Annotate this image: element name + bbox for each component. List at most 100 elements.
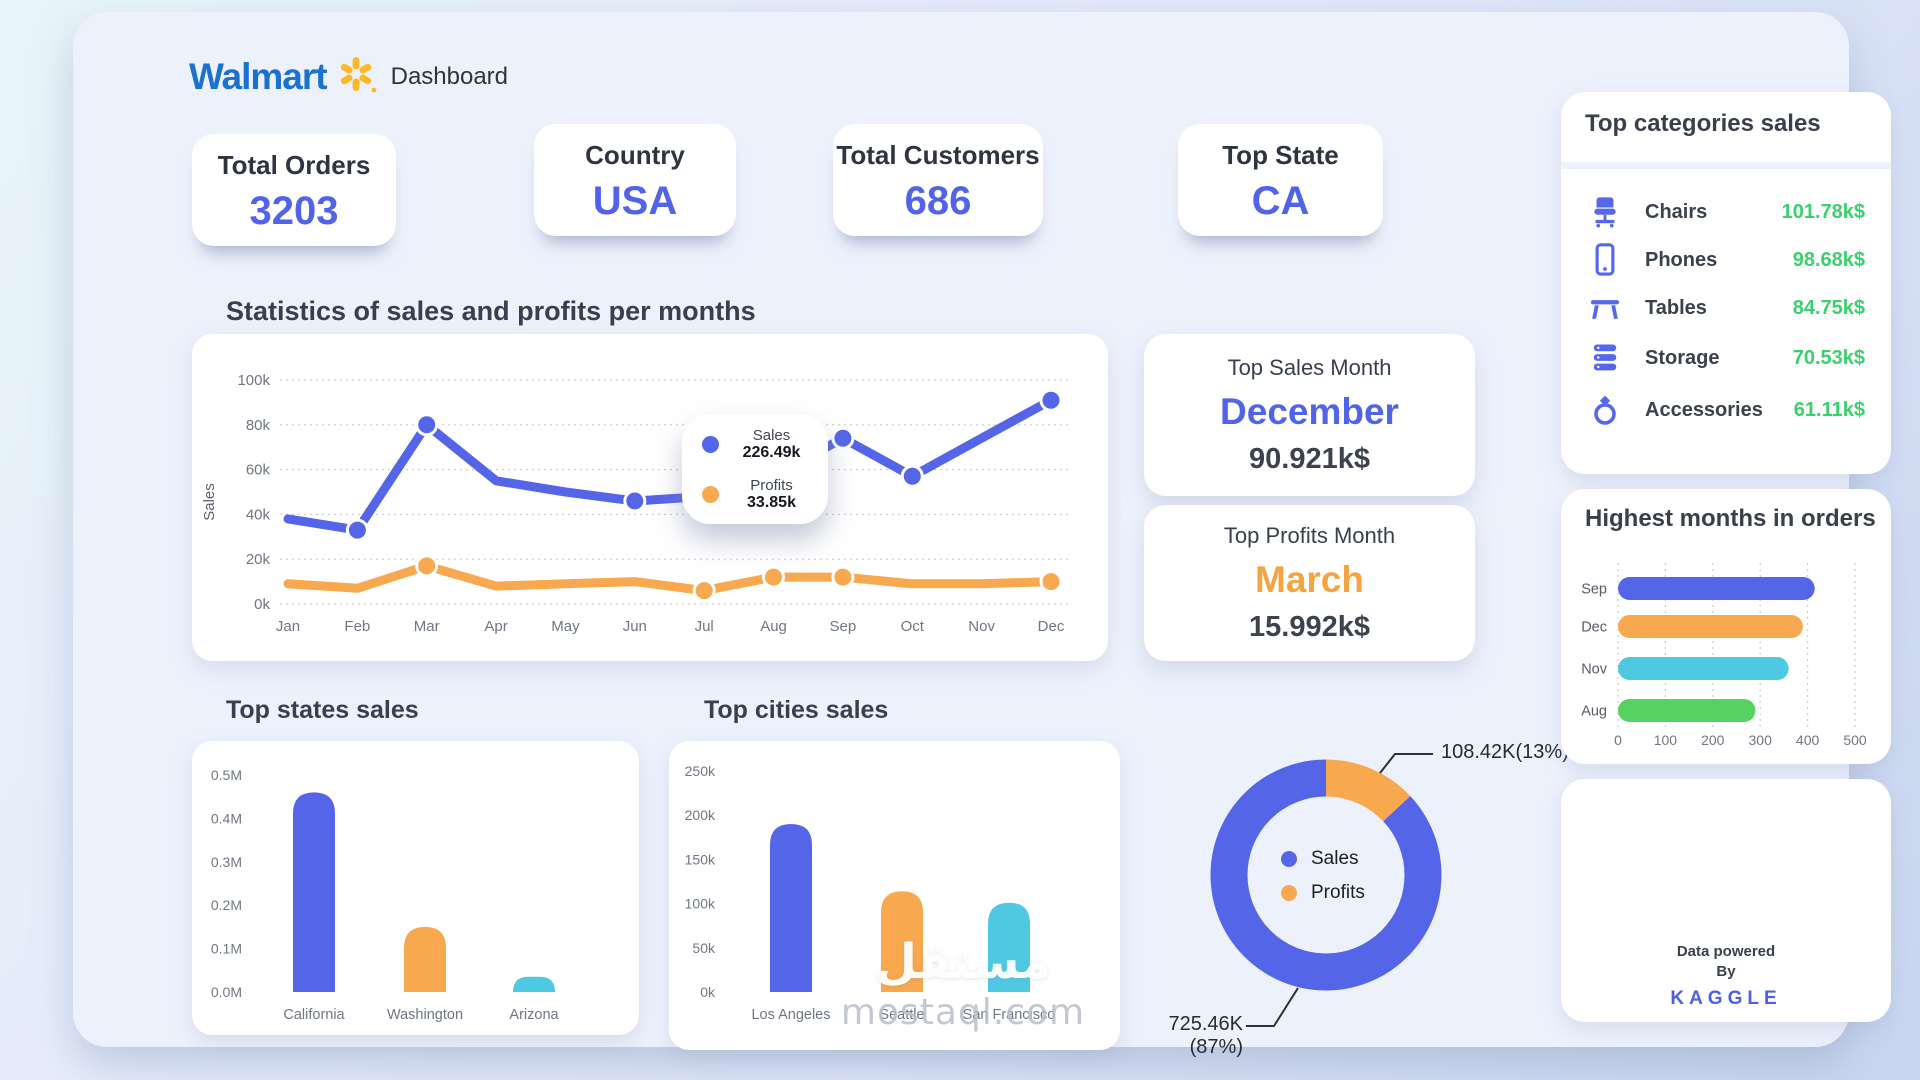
svg-text:100k: 100k [237,372,270,389]
category-label: Chairs [1645,200,1708,223]
kpi-card-country: Country USA [534,124,736,236]
top-sales-amount: 90.921k$ [1249,442,1370,475]
states-bar-chart: 0.5M 0.4M 0.3M 0.2M 0.1M 0.0M California Washin… [211,767,560,1023]
svg-text:California: California [283,1007,345,1023]
category-row-tables: Tables 84.75k$ [1561,286,1891,330]
kpi-label: Country [585,140,685,170]
svg-text:0.5M: 0.5M [211,767,242,783]
svg-text:Jul: Jul [695,618,714,635]
data-source-card: Data powered By KAGGLE [1561,779,1891,1022]
svg-text:San Francisco: San Francisco [963,1007,1056,1023]
kpi-value: 3203 [249,189,339,233]
by-text: By [1716,963,1736,980]
orders-title: Highest months in orders [1585,505,1876,532]
kpi-value: 686 [904,179,972,223]
svg-text:100: 100 [1654,732,1678,748]
category-value: 70.53k$ [1792,346,1865,369]
walmart-logo-text: Walmart [189,56,328,97]
svg-text:Seattle: Seattle [879,1007,924,1023]
donut-profits-label: Profits [1311,882,1365,903]
svg-text:Los Angeles: Los Angeles [751,1007,830,1023]
kaggle-text: KAGGLE [1670,988,1782,1009]
svg-text:100k: 100k [685,896,716,912]
svg-text:Washington: Washington [387,1007,463,1023]
svg-text:0.0M: 0.0M [211,984,242,1000]
svg-text:0k: 0k [700,984,716,1000]
highest-months-card: Highest months in orders 0 100 200 300 400 50… [1561,489,1891,764]
svg-text:Dec: Dec [1581,620,1607,636]
cities-section-title: Top cities sales [704,696,889,724]
cities-bar-chart: 250k 200k 150k 100k 50k 0k Los Angeles Seattle S… [685,763,1056,1023]
category-value: 98.68k$ [1792,248,1865,271]
svg-text:200k: 200k [685,807,716,823]
svg-text:0.4M: 0.4M [211,810,242,826]
chair-icon [1587,194,1623,230]
brand-header: Walmart Dashboard [189,54,508,100]
svg-text:80k: 80k [246,417,271,434]
top-profits-month-value: March [1255,558,1364,600]
svg-text:Sep: Sep [1581,582,1607,598]
donut-legend-profits: Profits [1281,876,1365,910]
chart-legend-tooltip: Sales 226.49k Profits 33.85k [682,414,828,524]
legend-profits-value: 33.85k [747,494,796,511]
cities-bar-chart-card: 250k 200k 150k 100k 50k 0k Los Angeles Seattle S… [669,741,1120,1050]
svg-text:0.1M: 0.1M [211,941,242,957]
svg-text:Dec: Dec [1038,618,1065,635]
kpi-card-total-orders: Total Orders 3203 [192,134,396,246]
svg-text:Aug: Aug [1581,704,1607,720]
category-label: Storage [1645,346,1720,369]
walmart-spark-icon [337,55,377,100]
divider [1561,162,1891,169]
legend-sales-value: 226.49k [742,444,801,461]
watermark-domain: mostaql.com [840,992,1086,1033]
kpi-value: CA [1251,179,1310,223]
svg-text:50k: 50k [692,940,716,956]
data-powered-text: Data powered [1676,943,1776,960]
phone-icon [1587,242,1623,278]
monthly-line-chart: 100k 80k 60k 40k 20k 0k Jan Feb Mar Apr May Jun Jul A… [201,372,1072,635]
states-section-title: Top states sales [226,696,419,724]
kpi-value: USA [592,179,678,223]
dashboard-panel: Walmart Dashboard Total Orders 3203 [73,12,1891,1058]
svg-text:Aug: Aug [760,618,787,635]
svg-text:150k: 150k [685,851,716,867]
category-value: 84.75k$ [1792,296,1865,319]
svg-text:500: 500 [1843,732,1867,748]
top-categories-card: Top categories sales Chairs 101.78k$ Phone… [1561,92,1891,474]
legend-sales-label: Sales [752,427,791,444]
svg-text:40k: 40k [246,506,271,523]
monthly-line-chart-card: 100k 80k 60k 40k 20k 0k Jan Feb Mar Apr May Jun Jul A… [192,334,1108,661]
donut-legend-sales: Sales [1281,842,1365,876]
svg-text:Jan: Jan [276,618,300,635]
svg-text:Arizona: Arizona [509,1007,559,1023]
top-sales-month-value: December [1220,390,1399,432]
svg-text:400: 400 [1796,732,1820,748]
svg-text:250k: 250k [685,763,716,779]
data-source-block: Data powered By KAGGLE [1561,942,1891,1010]
svg-text:60k: 60k [246,462,271,479]
svg-text:Oct: Oct [901,618,925,635]
kpi-card-top-state: Top State CA [1178,124,1383,236]
svg-text:300: 300 [1749,732,1773,748]
dashboard-title: Dashboard [390,63,509,90]
sales-profits-donut-chart [1210,759,1442,991]
svg-text:Jun: Jun [623,618,647,635]
sales-dot-icon [1281,851,1297,867]
donut-sales-label: Sales [1311,848,1359,869]
categories-title: Top categories sales [1585,110,1821,137]
svg-text:200: 200 [1701,732,1725,748]
svg-text:20k: 20k [246,551,271,568]
donut-callout-profits: 108.42K(13%) [1441,741,1569,763]
top-sales-month-label: Top Sales Month [1227,354,1392,380]
storage-icon [1587,340,1623,376]
svg-text:0: 0 [1614,732,1622,748]
svg-text:0.3M: 0.3M [211,854,242,870]
category-label: Tables [1645,296,1707,319]
donut-callout-sales: 725.46K (87%) [1168,1013,1243,1058]
svg-text:Feb: Feb [344,618,370,635]
kpi-label: Total Customers [836,140,1040,170]
legend-row-sales: Sales 226.49k [702,427,812,462]
top-sales-month-card: Top Sales Month December 90.921k$ [1144,334,1475,496]
states-bar-chart-card: 0.5M 0.4M 0.3M 0.2M 0.1M 0.0M California Washin… [192,741,639,1035]
kpi-label: Total Orders [217,150,371,180]
